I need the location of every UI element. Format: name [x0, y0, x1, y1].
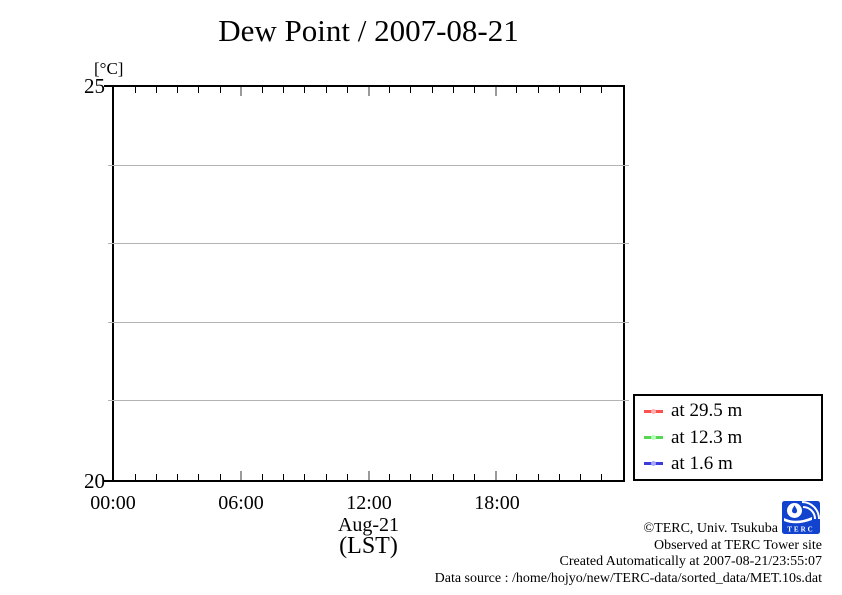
x-axis-date-label: Aug-21	[337, 514, 400, 536]
plot-area	[104, 85, 629, 482]
x-minor-tick	[431, 474, 433, 480]
x-minor-tick	[452, 474, 454, 480]
y-tick-label-25: 25	[84, 74, 105, 98]
x-minor-tick	[516, 474, 518, 480]
x-minor-tick	[283, 87, 285, 93]
footer-copyright: ©TERC, Univ. Tsukuba	[643, 521, 779, 536]
x-minor-tick	[219, 87, 221, 93]
y-major-tick-25	[104, 85, 112, 87]
x-minor-tick	[134, 87, 136, 93]
x-minor-tick	[410, 474, 412, 480]
legend-item-29-5m: at 29.5 m	[644, 400, 821, 422]
y-major-tick-20	[104, 480, 112, 482]
x-minor-tick	[304, 87, 306, 93]
x-minor-tick	[558, 474, 560, 480]
x-minor-tick	[516, 87, 518, 93]
legend-point-green	[651, 435, 656, 440]
x-minor-tick	[198, 87, 200, 93]
x-minor-tick	[134, 474, 136, 480]
x-minor-tick	[155, 474, 157, 480]
gridline-21	[108, 400, 629, 402]
x-minor-tick	[261, 474, 263, 480]
legend-marker-green	[644, 435, 663, 440]
legend-point-blue	[651, 461, 656, 467]
x-minor-tick	[558, 87, 560, 93]
x-major-tick	[494, 87, 497, 96]
x-minor-tick	[304, 474, 306, 480]
x-minor-tick	[198, 474, 200, 480]
x-major-tick	[240, 471, 243, 480]
x-minor-tick	[346, 87, 348, 93]
legend-item-12-3m: at 12.3 m	[644, 427, 821, 449]
x-minor-tick	[580, 474, 582, 480]
terc-logo-arc-inner	[802, 506, 816, 520]
x-minor-tick	[537, 87, 539, 93]
x-minor-tick	[219, 474, 221, 480]
terc-logo-arc-outer	[801, 501, 820, 520]
x-minor-tick	[474, 474, 476, 480]
footer-observed-at: Observed at TERC Tower site	[653, 538, 822, 553]
legend-label: at 12.3 m	[671, 426, 743, 448]
x-tick-label-0000: 00:00	[90, 492, 136, 514]
x-major-tick	[367, 87, 370, 96]
x-minor-tick	[261, 87, 263, 93]
x-major-tick	[494, 471, 497, 480]
x-minor-tick	[325, 474, 327, 480]
terc-logo-wave	[784, 517, 812, 524]
x-minor-tick	[474, 87, 476, 93]
x-minor-tick	[283, 474, 285, 480]
y-tick-label-20: 20	[84, 469, 105, 493]
terc-logo-text: TERC	[787, 526, 814, 534]
x-tick-label-1200: 12:00	[346, 492, 392, 514]
x-minor-tick	[177, 87, 179, 93]
chart-title: Dew Point / 2007-08-21	[218, 13, 519, 48]
legend-box: at 29.5 m at 12.3 m at 1.6 m	[633, 394, 823, 481]
x-tick-label-1800: 18:00	[474, 492, 520, 514]
x-major-tick	[240, 87, 243, 96]
x-axis-timezone-label: (LST)	[339, 533, 398, 559]
terc-logo-drop-icon	[792, 505, 798, 514]
x-minor-tick	[389, 474, 391, 480]
x-minor-tick	[325, 87, 327, 93]
legend-marker-red	[644, 408, 663, 414]
x-minor-tick	[601, 87, 603, 93]
legend-label: at 1.6 m	[671, 452, 733, 474]
x-major-tick	[367, 471, 370, 480]
gridline-23	[108, 243, 629, 245]
x-minor-tick	[346, 474, 348, 480]
legend-item-1-6m: at 1.6 m	[644, 453, 821, 475]
gridline-22	[108, 321, 629, 323]
footer-data-source: Data source : /home/hojyo/new/TERC-data/…	[434, 571, 822, 586]
x-minor-tick	[389, 87, 391, 93]
legend-point-red	[651, 408, 656, 414]
x-minor-tick	[537, 474, 539, 480]
x-minor-tick	[155, 87, 157, 93]
y-axis-unit-label: [°C]	[94, 59, 124, 78]
legend-label: at 29.5 m	[671, 400, 743, 422]
x-minor-tick	[177, 474, 179, 480]
x-minor-tick	[452, 87, 454, 93]
legend-marker-blue	[644, 461, 663, 467]
terc-logo: TERC	[782, 501, 820, 534]
x-minor-tick	[410, 87, 412, 93]
x-minor-tick	[431, 87, 433, 93]
footer-created-at: Created Automatically at 2007-08-21/23:5…	[559, 554, 822, 569]
x-tick-label-0600: 06:00	[218, 492, 264, 514]
gridline-24	[108, 164, 629, 166]
x-minor-tick	[601, 474, 603, 480]
x-minor-tick	[580, 87, 582, 93]
